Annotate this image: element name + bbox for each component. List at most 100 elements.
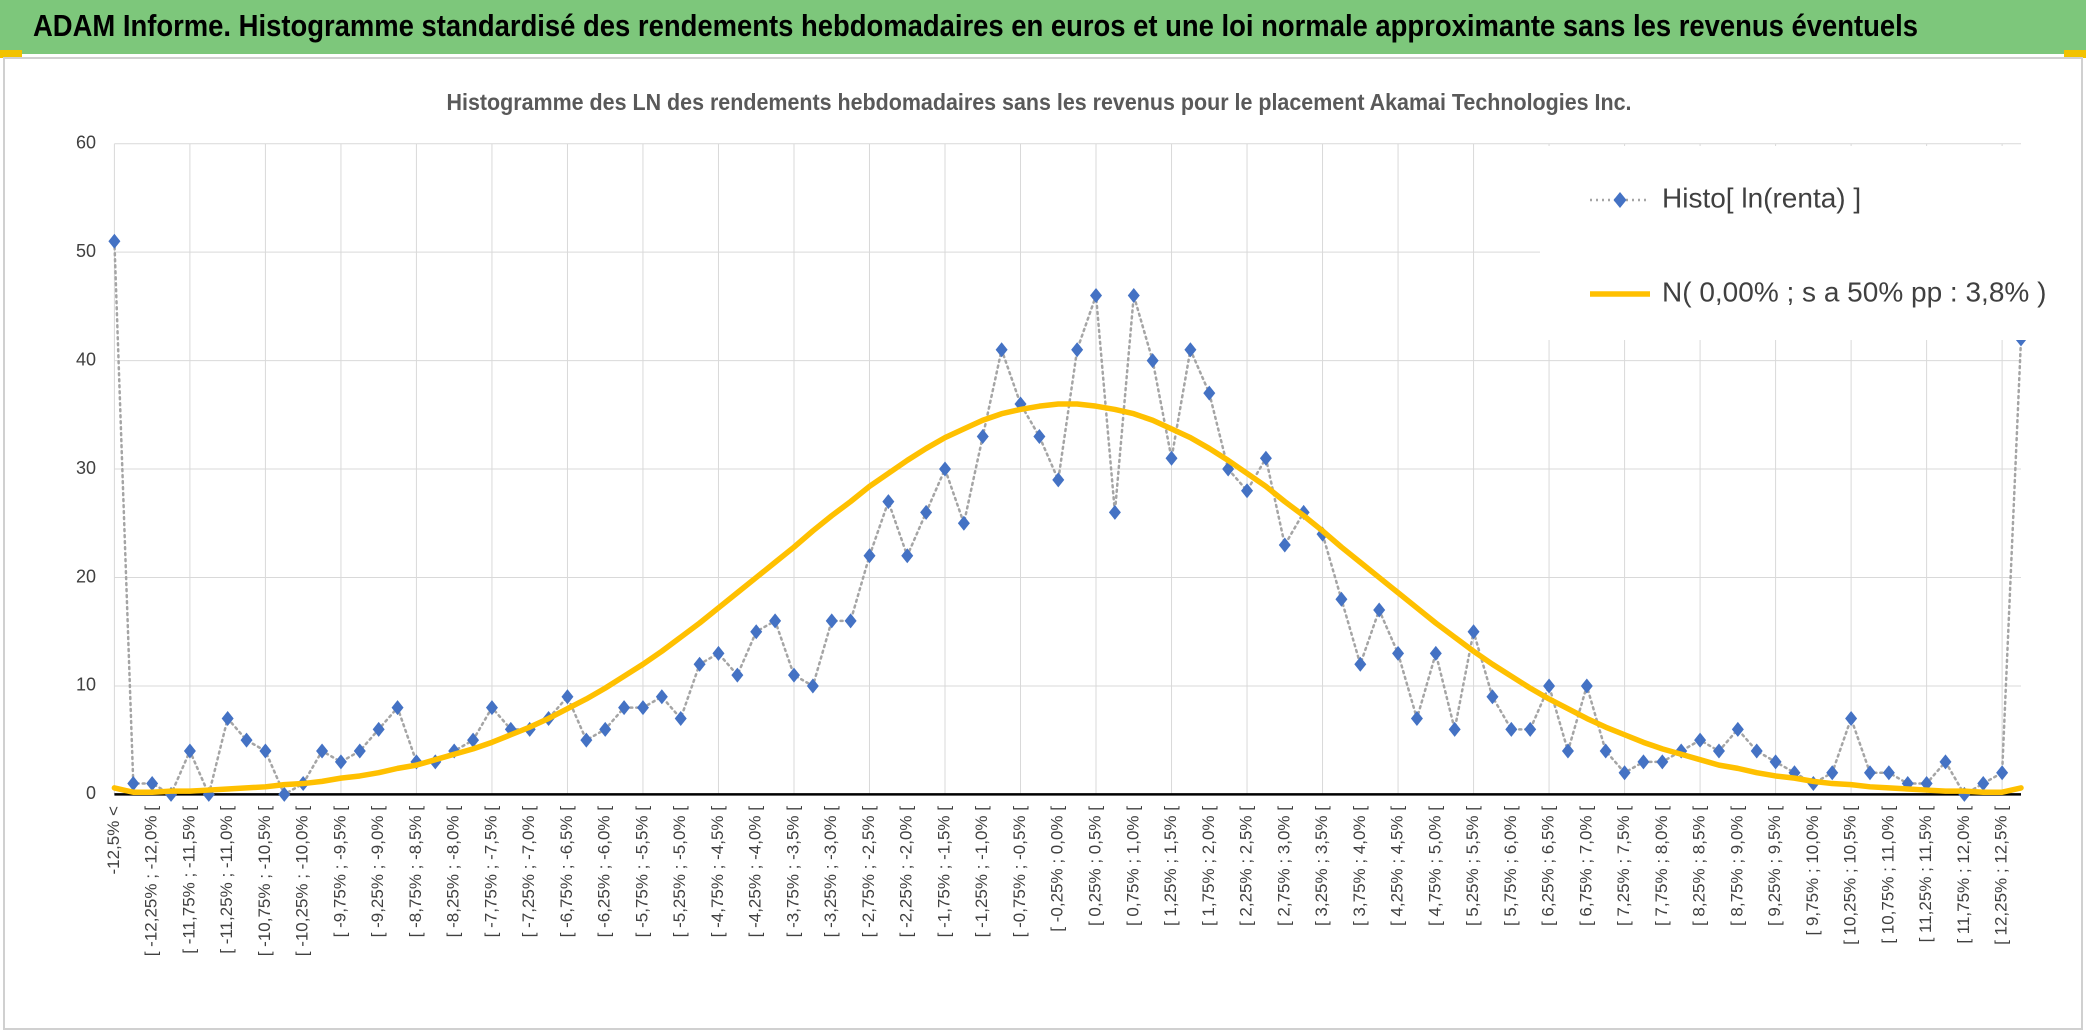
data-point [787,667,800,683]
data-point [618,700,631,716]
data-point [1033,429,1046,445]
data-point [957,515,970,531]
data-point [1448,721,1461,737]
data-point [1354,656,1367,672]
x-tick-label: [ -4,75% ; -4,5% [ [708,806,727,938]
x-tick-label: [ -0,25% ; 0,0% [ [1048,806,1067,932]
data-point [1108,504,1121,520]
data-point [1656,754,1669,770]
x-tick-label: [ -3,75% ; -3,5% [ [783,806,802,938]
data-point [1278,537,1291,553]
data-point [1052,472,1065,488]
x-tick-label: [ -2,25% ; -2,0% [ [897,806,916,938]
x-tick-label: [ -1,75% ; -1,5% [ [934,806,953,938]
y-tick-label: 0 [86,783,96,803]
x-tick-label: [ -7,75% ; -7,5% [ [481,806,500,938]
x-tick-label: [ 8,25% ; 8,5% [ [1690,806,1709,926]
x-tick-label: [ -9,25% ; -9,0% [ [368,806,387,938]
data-point [844,613,857,629]
data-point [976,429,989,445]
data-point [183,743,196,759]
data-point [316,743,329,759]
data-point [636,700,649,716]
x-tick-label: [ 10,25% ; 10,5% [ [1841,806,1860,945]
data-point [1939,754,1952,770]
data-point [1637,754,1650,770]
x-tick-label: [ -2,75% ; -2,5% [ [859,806,878,938]
data-point [467,732,480,748]
x-tick-label: [ 6,75% ; 7,0% [ [1576,806,1595,926]
legend-marker [1613,192,1627,208]
data-point [901,548,914,564]
data-point [1543,678,1556,694]
corner-tab [2064,50,2086,58]
x-tick-label: [ 5,75% ; 6,0% [ [1501,806,1520,926]
x-tick-label: [ 4,75% ; 5,0% [ [1425,806,1444,926]
data-point [655,689,668,705]
x-tick-label: [ 9,25% ; 9,5% [ [1765,806,1784,926]
x-tick-label: [ -11,75% ; -11,5% [ [179,806,198,954]
data-point [485,700,498,716]
x-tick-label: [ -0,75% ; -0,5% [ [1010,806,1029,938]
grid [113,143,2021,796]
data-point [1127,288,1140,304]
data-point [1392,645,1405,661]
data-point [825,613,838,629]
data-point [127,776,140,792]
data-point [1203,385,1216,401]
y-tick-label: 60 [76,132,96,152]
corner-tab [0,50,22,58]
data-point [1467,624,1480,640]
data-point [920,504,933,520]
data-point [1146,353,1159,369]
x-tick-label: [ -10,25% ; -10,0% [ [293,806,312,957]
data-point [750,624,763,640]
data-point [580,732,593,748]
x-tick-label: [ 7,75% ; 8,0% [ [1652,806,1671,926]
data-point [391,700,404,716]
data-point [353,743,366,759]
y-tick-label: 10 [76,675,96,695]
data-point [1826,765,1839,781]
data-point [1845,710,1858,726]
x-tick-label: [ -6,25% ; -6,0% [ [595,806,614,938]
x-tick-label: [ 2,25% ; 2,5% [ [1237,806,1256,926]
x-tick-label: [ 3,25% ; 3,5% [ [1312,806,1331,926]
data-point [1996,765,2009,781]
axis-labels: 0 10 20 30 40 50 60 -12,5% < [ -12,25% ; -12,0% … [76,132,2011,956]
data-point [674,710,687,726]
data-point [1863,765,1876,781]
x-tick-label: [ -7,25% ; -7,0% [ [519,806,538,938]
x-tick-label: [ -11,25% ; -11,0% [ [217,806,236,954]
x-tick-label: [ 12,25% ; 12,5% [ [1992,806,2011,945]
data-point [1184,342,1197,358]
legend-box [1540,146,2030,340]
data-point [561,689,574,705]
chart-title: Histogramme des LN des rendements hebdom… [447,89,1632,115]
data-point [1165,450,1178,466]
x-tick-label: [ 10,75% ; 11,0% [ [1878,806,1897,944]
data-point [108,233,121,249]
data-point [1599,743,1612,759]
header-title: ADAM Informe. Histogramme standardisé de… [33,8,1918,43]
data-point [1505,721,1518,737]
x-tick-label: [ -1,25% ; -1,0% [ [972,806,991,938]
data-point [1618,765,1631,781]
x-tick-label: [ 9,75% ; 10,0% [ [1803,806,1822,936]
x-tick-label: [ 4,25% ; 4,5% [ [1388,806,1407,926]
x-tick-label: [ -5,25% ; -5,0% [ [670,806,689,938]
y-tick-label: 30 [76,458,96,478]
chart-frame [3,57,2083,1030]
x-tick-label: [ 1,75% ; 2,0% [ [1199,806,1218,926]
x-tick-label: [ -10,75% ; -10,5% [ [255,806,274,957]
x-tick-label: [ 2,75% ; 3,0% [ [1274,806,1293,926]
legend-label: Histo[ ln(renta) ] [1662,182,1861,213]
data-point [1241,483,1254,499]
legend-label: N( 0,00% ; s a 50% pp : 3,8% ) [1662,276,2046,307]
x-tick-label: [ 0,75% ; 1,0% [ [1123,806,1142,926]
data-point [769,613,782,629]
y-tick-label: 40 [76,349,96,369]
y-tick-label: 50 [76,241,96,261]
data-point [1373,602,1386,618]
data-point [259,743,272,759]
